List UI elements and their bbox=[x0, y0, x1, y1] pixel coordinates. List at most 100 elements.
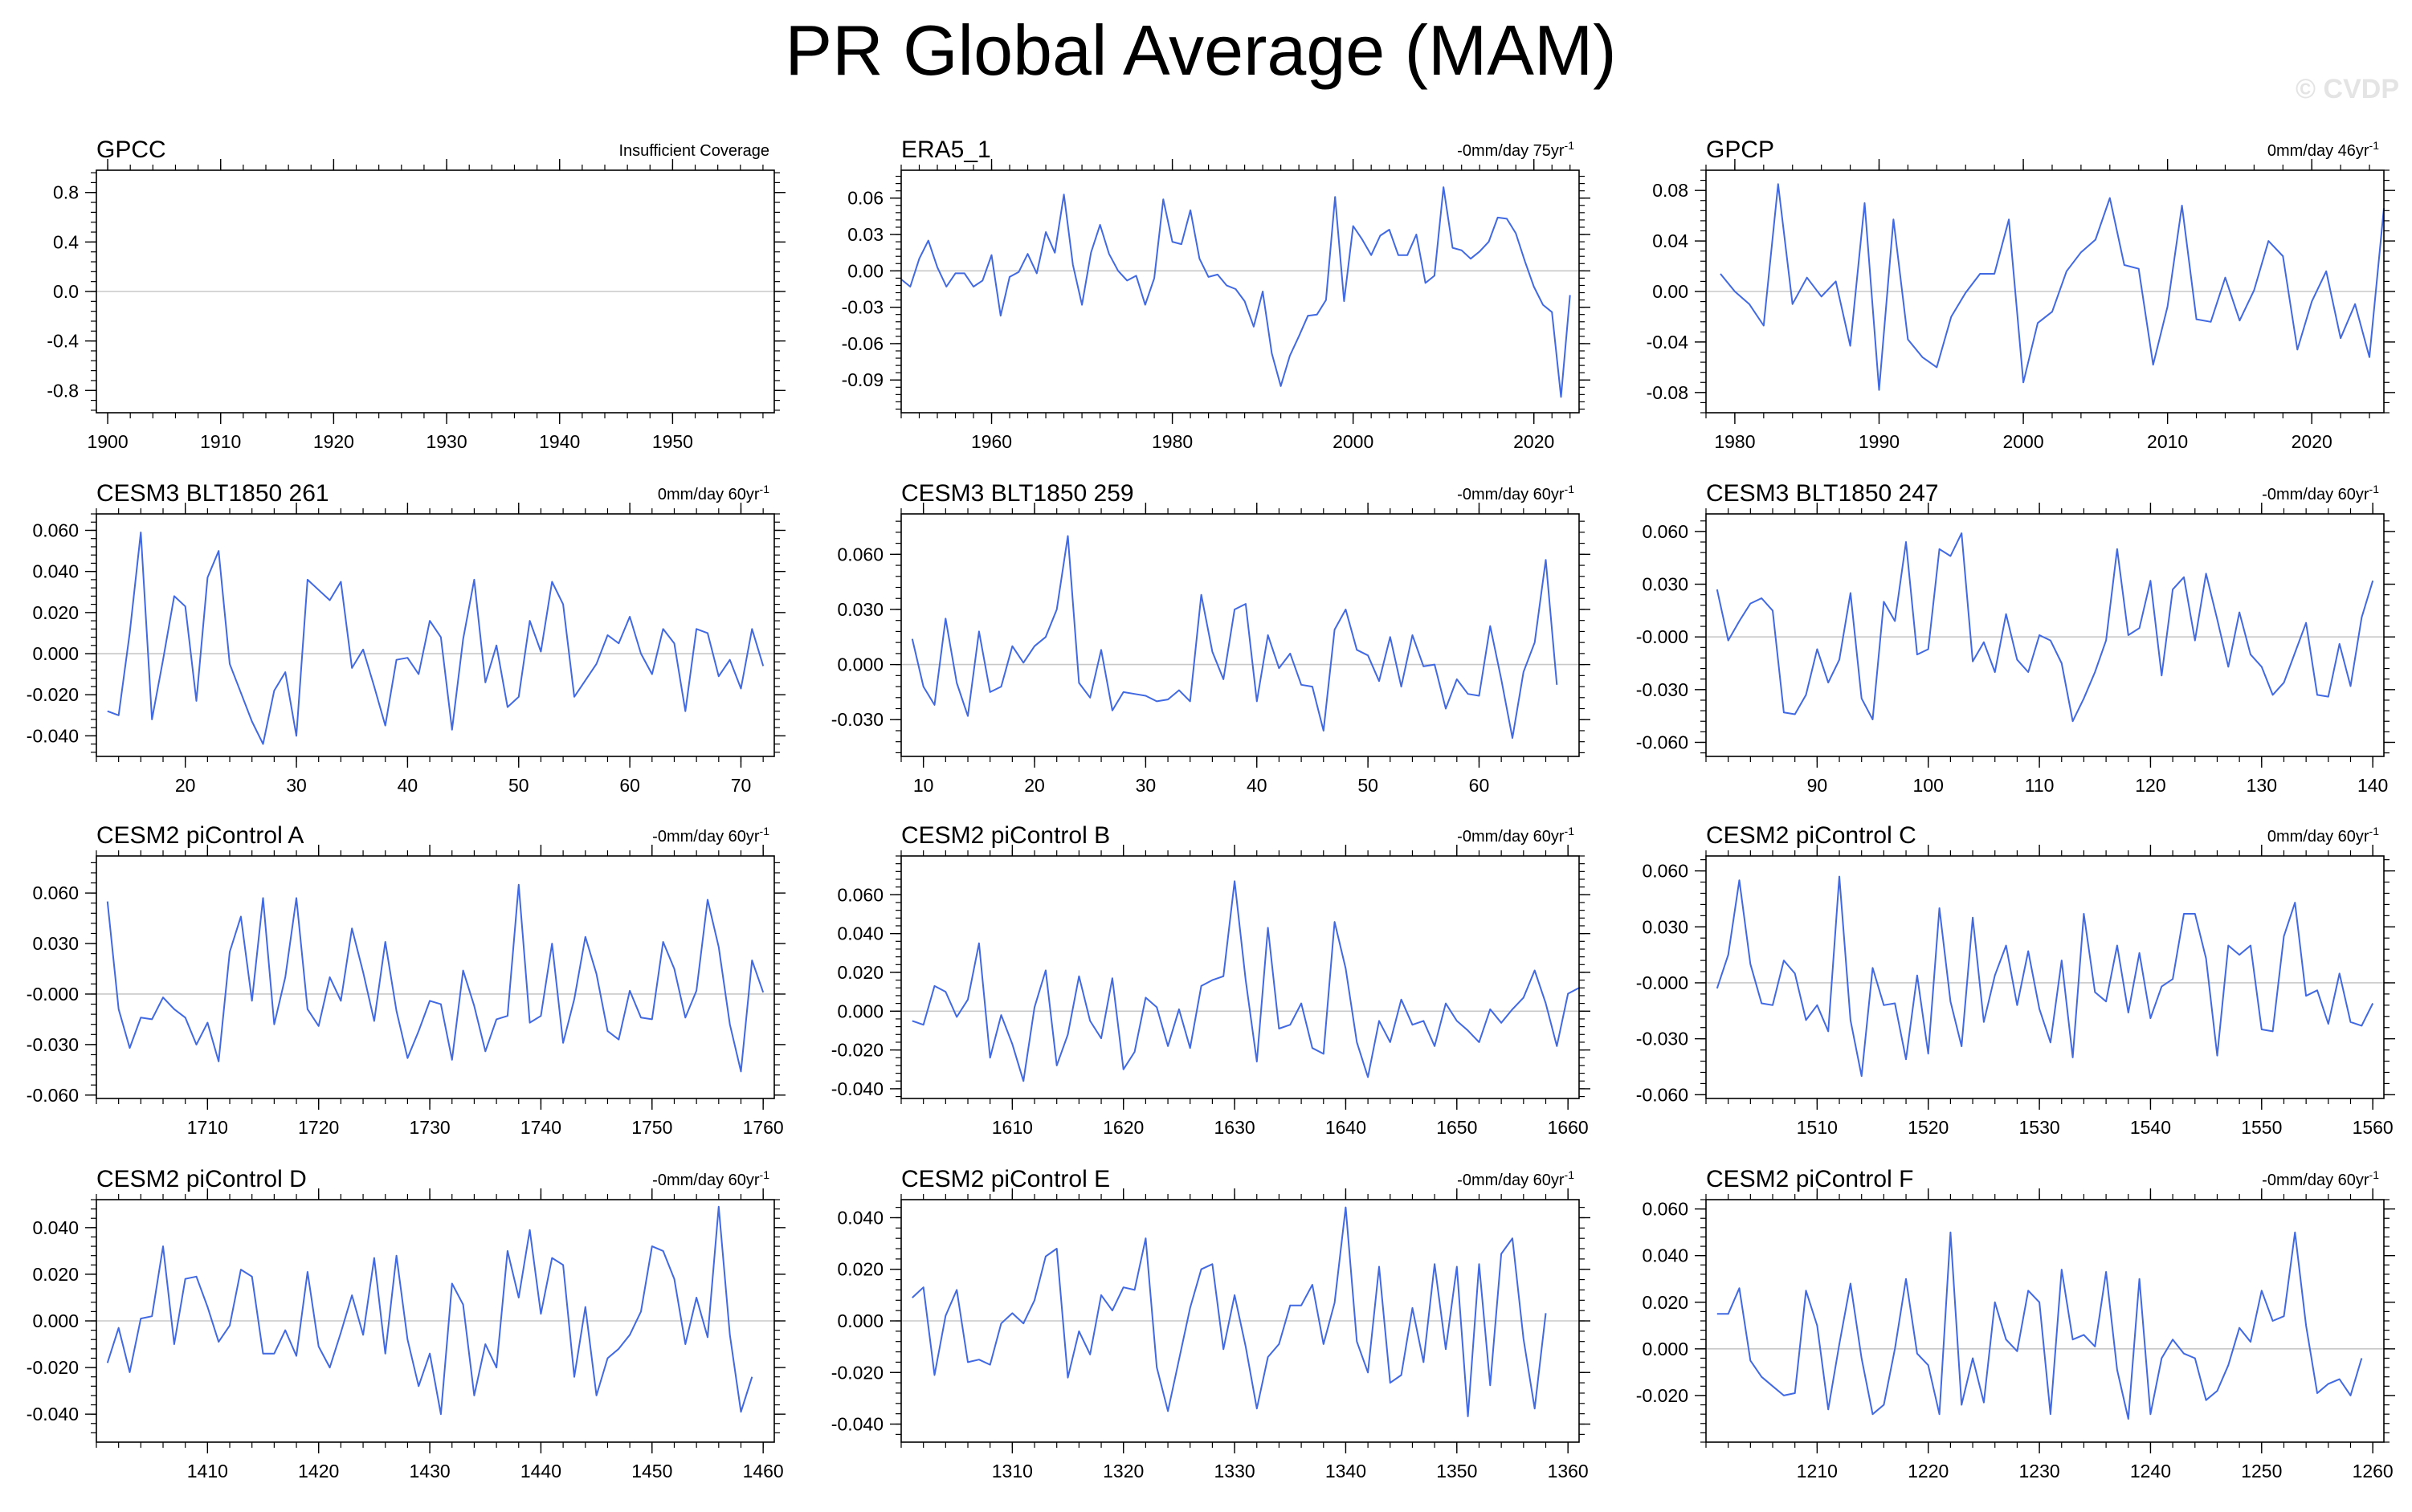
x-tick-label: 90 bbox=[1807, 775, 1828, 796]
panel-trend-stat: -0mm/day 60yr-1 bbox=[652, 1168, 769, 1189]
y-tick-label: 0.000 bbox=[837, 1310, 884, 1331]
panel-trend-stat: -0mm/day 60yr-1 bbox=[652, 825, 769, 846]
series-line bbox=[1720, 183, 2385, 391]
x-tick-label: 1640 bbox=[1325, 1117, 1366, 1138]
series-line bbox=[106, 1205, 753, 1416]
y-tick-label: -0.040 bbox=[27, 1404, 79, 1424]
x-tick-label: 60 bbox=[619, 775, 640, 796]
x-tick-label: 1910 bbox=[200, 431, 241, 452]
x-tick-label: 1530 bbox=[2018, 1117, 2059, 1138]
y-tick-label: -0.020 bbox=[831, 1040, 884, 1061]
x-tick-label: 1720 bbox=[298, 1117, 339, 1138]
x-tick-label: 1540 bbox=[2130, 1117, 2171, 1138]
x-tick-label: 1980 bbox=[1714, 431, 1755, 452]
panel-trend-stat: 0mm/day 46yr-1 bbox=[2267, 139, 2379, 160]
y-tick-label: 0.040 bbox=[32, 561, 79, 582]
series-line bbox=[912, 1206, 1547, 1417]
trend-stat-exponent: -1 bbox=[1565, 825, 1575, 838]
y-tick-label: 0.020 bbox=[837, 1259, 884, 1280]
panel-cesm2-picontrol-b: CESM2 piControl B -0mm/day 60yr-1 1610 1620… bbox=[831, 822, 1590, 1138]
series-line bbox=[1716, 532, 2374, 723]
x-tick-label: 2020 bbox=[1513, 431, 1554, 452]
panel-title: CESM2 piControl C bbox=[1706, 822, 1916, 849]
y-tick-label: 0.0 bbox=[53, 281, 79, 302]
trend-stat-exponent: -1 bbox=[2369, 825, 2380, 838]
x-tick-label: 1210 bbox=[1797, 1461, 1838, 1481]
x-tick-label: 2000 bbox=[1333, 431, 1373, 452]
y-tick-label: 0.060 bbox=[32, 520, 79, 540]
y-tick-label: 0.000 bbox=[32, 1310, 79, 1331]
y-tick-label: -0.000 bbox=[1636, 972, 1688, 993]
x-tick-label: 1520 bbox=[1908, 1117, 1949, 1138]
x-tick-label: 10 bbox=[913, 775, 934, 796]
x-tick-label: 1650 bbox=[1436, 1117, 1477, 1138]
panel-title: CESM2 piControl B bbox=[901, 822, 1110, 849]
panel-title: GPCC bbox=[96, 137, 166, 163]
y-tick-label: -0.060 bbox=[1636, 1084, 1688, 1105]
x-tick-label: 70 bbox=[731, 775, 752, 796]
y-tick-label: 0.000 bbox=[837, 654, 884, 675]
series-line bbox=[911, 535, 1558, 740]
x-tick-label: 2000 bbox=[2002, 431, 2043, 452]
y-tick-label: -0.020 bbox=[27, 684, 79, 705]
x-tick-label: 1560 bbox=[2353, 1117, 2394, 1138]
y-tick-label: -0.030 bbox=[1636, 1029, 1688, 1049]
x-tick-label: 1510 bbox=[1797, 1117, 1838, 1138]
x-tick-label: 1440 bbox=[520, 1461, 561, 1481]
plot-frame bbox=[900, 855, 1580, 1099]
y-tick-label: 0.040 bbox=[32, 1217, 79, 1238]
x-tick-label: 1350 bbox=[1436, 1461, 1477, 1481]
x-tick-label: 1460 bbox=[743, 1461, 784, 1481]
trend-stat-exponent: -1 bbox=[1565, 483, 1575, 495]
x-tick-label: 1340 bbox=[1325, 1461, 1366, 1481]
plot-frame bbox=[1705, 513, 2385, 757]
x-tick-label: 1240 bbox=[2130, 1461, 2171, 1481]
x-tick-label: 1230 bbox=[2018, 1461, 2059, 1481]
y-tick-label: 0.04 bbox=[1652, 230, 1688, 251]
series-line bbox=[107, 532, 765, 745]
plot-frame bbox=[96, 1199, 775, 1443]
x-tick-label: 1960 bbox=[971, 431, 1012, 452]
y-tick-label: 0.060 bbox=[837, 544, 884, 564]
panel-cesm3-blt1850-261: CESM3 BLT1850 261 0mm/day 60yr-1 20 30 40 50 6… bbox=[27, 480, 786, 796]
x-tick-label: 1260 bbox=[2353, 1461, 2394, 1481]
x-tick-label: 140 bbox=[2357, 775, 2388, 796]
x-tick-label: 20 bbox=[175, 775, 196, 796]
y-tick-label: 0.03 bbox=[847, 224, 884, 245]
y-tick-label: -0.09 bbox=[842, 369, 884, 390]
cvdp-watermark: © CVDP bbox=[2296, 74, 2399, 104]
y-tick-label: -0.030 bbox=[27, 1034, 79, 1055]
y-tick-label: -0.020 bbox=[1636, 1385, 1688, 1406]
y-tick-label: 0.060 bbox=[1642, 861, 1688, 882]
x-tick-label: 1940 bbox=[539, 431, 580, 452]
panel-trend-stat: -0mm/day 60yr-1 bbox=[1457, 1168, 1574, 1189]
x-tick-label: 2010 bbox=[2147, 431, 2188, 452]
series-line bbox=[1716, 1231, 2363, 1420]
x-tick-label: 2020 bbox=[2292, 431, 2332, 452]
x-tick-label: 60 bbox=[1469, 775, 1490, 796]
x-tick-label: 1620 bbox=[1103, 1117, 1144, 1138]
y-tick-label: -0.060 bbox=[27, 1085, 79, 1106]
x-tick-label: 1410 bbox=[187, 1461, 228, 1481]
panel-title: ERA5_1 bbox=[901, 137, 991, 163]
y-tick-label: -0.030 bbox=[831, 709, 884, 730]
plot-frame bbox=[96, 169, 775, 414]
y-tick-label: -0.000 bbox=[27, 984, 79, 1005]
x-tick-label: 1900 bbox=[87, 431, 128, 452]
plot-frame bbox=[900, 1199, 1580, 1443]
panel-trend-stat: 0mm/day 60yr-1 bbox=[658, 483, 769, 503]
trend-stat-exponent: -1 bbox=[760, 483, 770, 495]
panel-trend-stat: -0mm/day 60yr-1 bbox=[1457, 483, 1574, 503]
y-tick-label: -0.040 bbox=[27, 725, 79, 746]
x-tick-label: 110 bbox=[2025, 775, 2055, 796]
series-line bbox=[912, 880, 1580, 1082]
x-tick-label: 30 bbox=[286, 775, 307, 796]
plot-frame bbox=[96, 855, 775, 1099]
y-tick-label: -0.020 bbox=[27, 1357, 79, 1378]
y-tick-label: 0.030 bbox=[1642, 916, 1688, 937]
panel-trend-stat: -0mm/day 60yr-1 bbox=[1457, 825, 1574, 846]
y-tick-label: 0.040 bbox=[837, 1207, 884, 1228]
x-tick-label: 1220 bbox=[1908, 1461, 1949, 1481]
x-tick-label: 1420 bbox=[298, 1461, 339, 1481]
panel-cesm2-picontrol-d: CESM2 piControl D -0mm/day 60yr-1 1410 1420… bbox=[27, 1166, 786, 1481]
